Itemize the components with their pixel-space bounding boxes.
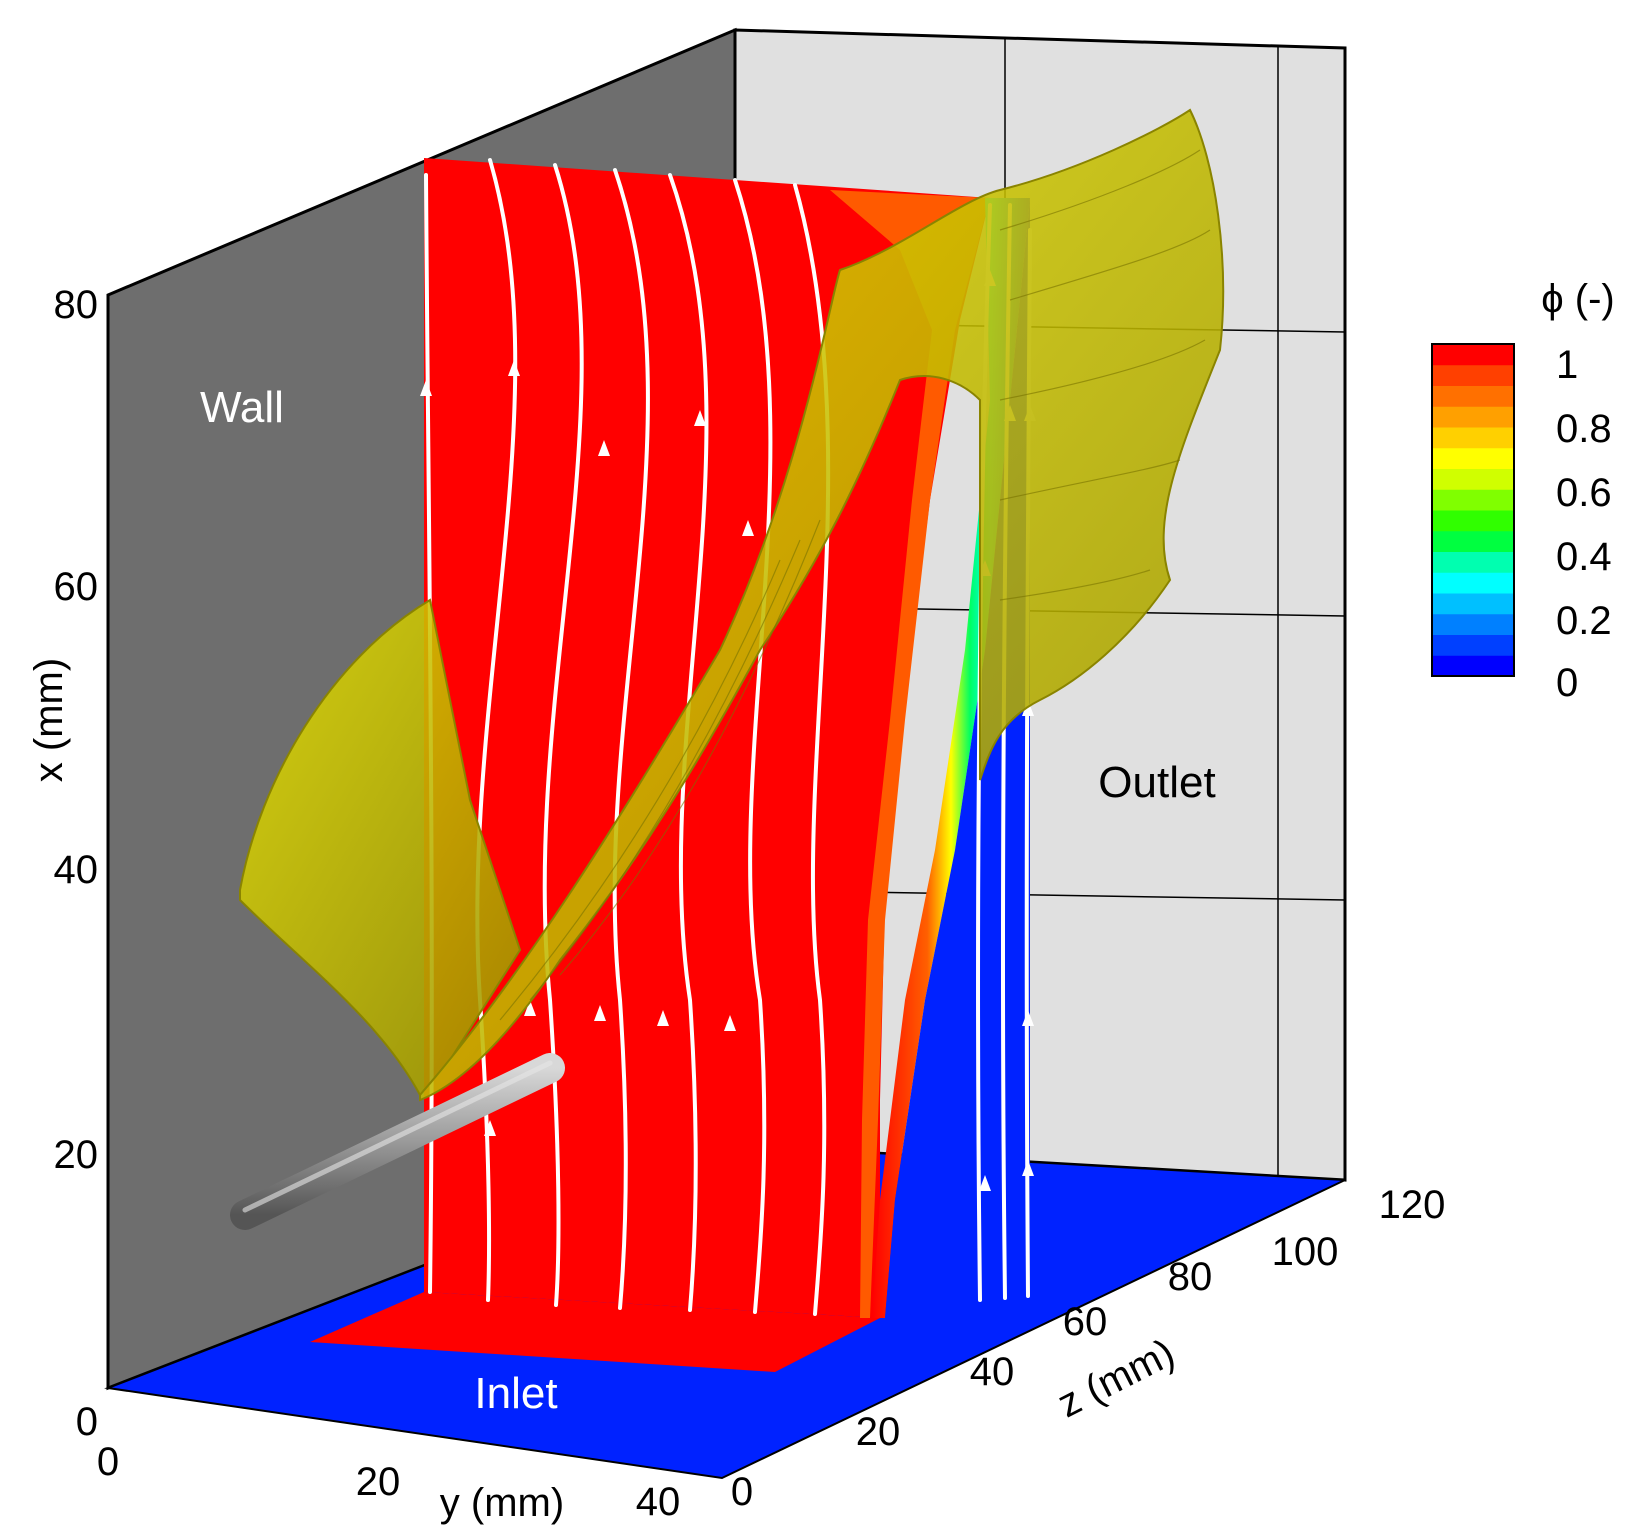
colorbar-band (1432, 593, 1514, 615)
colorbar-band (1432, 655, 1514, 677)
colorbar-tick-label: 0.6 (1556, 471, 1612, 515)
x-tick-label: 60 (54, 565, 99, 609)
colorbar-band (1432, 447, 1514, 469)
colorbar-band (1432, 427, 1514, 449)
x-tick-label: 80 (54, 283, 99, 327)
colorbar-band (1432, 364, 1514, 386)
colorbar-tick-label: 0.2 (1556, 599, 1612, 643)
z-tick-label: 80 (1168, 1255, 1213, 1299)
colorbar-title: ϕ (-) (1541, 277, 1614, 321)
colorbar-band (1432, 551, 1514, 573)
colorbar: ϕ (-) 1 0.8 0.6 0.4 0.2 0 (1431, 277, 1615, 705)
x-tick-label: 40 (54, 848, 99, 892)
y-tick-label: 20 (356, 1460, 401, 1504)
z-tick-label: 120 (1379, 1183, 1446, 1227)
z-tick-label: 60 (1063, 1300, 1108, 1344)
x-tick-label: 20 (54, 1133, 99, 1177)
colorbar-band (1432, 613, 1514, 635)
z-tick-label: 100 (1272, 1230, 1339, 1274)
colorbar-tick-label: 0 (1556, 661, 1578, 705)
colorbar-tick-label: 0.8 (1556, 407, 1612, 451)
outlet-label: Outlet (1098, 758, 1215, 807)
colorbar-tick-label: 1 (1556, 343, 1578, 387)
x-axis-title: x (mm) (27, 658, 71, 782)
injector-rod (230, 1053, 565, 1230)
colorbar-band (1432, 489, 1514, 511)
colorbar-tick-label: 0.4 (1556, 535, 1612, 579)
y-axis: 0 20 40 y (mm) (97, 1440, 680, 1525)
z-tick-label: 40 (970, 1350, 1015, 1394)
y-axis-title: y (mm) (440, 1481, 564, 1525)
interface-isosurface-lower (239, 598, 522, 1097)
y-tick-label: 40 (636, 1480, 681, 1524)
colorbar-band (1432, 510, 1514, 532)
x-axis: 80 60 40 20 0 x (mm) (27, 283, 98, 1444)
colorbar-band (1432, 406, 1514, 428)
isosurface-ridges (499, 149, 1211, 1021)
z-tick-label: 20 (856, 1410, 901, 1454)
colorbar-band (1432, 572, 1514, 594)
x-tick-label: 0 (76, 1400, 98, 1444)
liquid-inlet-strip (310, 1292, 880, 1372)
slice-transition-band (830, 190, 990, 1318)
z-axis-title: z (mm) (1051, 1331, 1182, 1427)
wall-label: Wall (200, 383, 284, 432)
colorbar-band (1432, 530, 1514, 552)
inlet-label: Inlet (474, 1369, 557, 1418)
z-tick-label: 0 (731, 1470, 753, 1514)
interface-isosurface-main (419, 108, 1225, 1102)
colorbar-band (1432, 344, 1514, 366)
colorbar-band (1432, 385, 1514, 407)
colorbar-bands (1432, 344, 1514, 677)
colorbar-band (1432, 634, 1514, 656)
colorbar-frame (1431, 343, 1515, 677)
colorbar-band (1432, 468, 1514, 490)
gas-slice (885, 198, 1030, 1318)
y-tick-label: 0 (97, 1440, 119, 1484)
